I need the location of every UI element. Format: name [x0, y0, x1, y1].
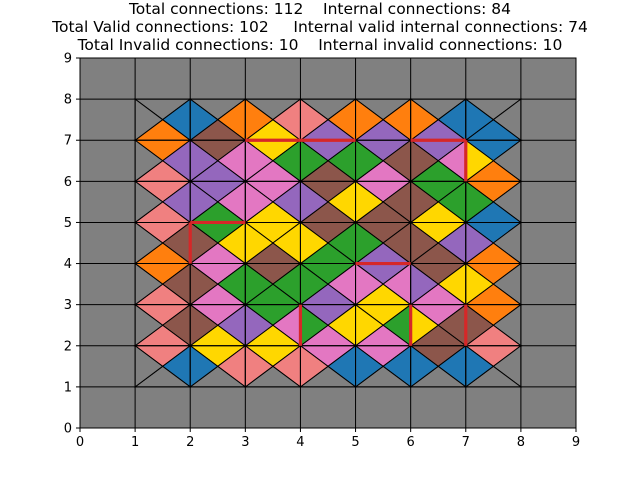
y-tick-label: 1	[64, 380, 72, 395]
y-tick-label: 3	[64, 298, 72, 313]
y-tick-label: 6	[64, 175, 72, 190]
x-tick-label: 2	[186, 435, 194, 450]
y-tick-label: 4	[64, 257, 72, 272]
x-tick-label: 3	[241, 435, 249, 450]
y-tick-label: 9	[64, 52, 72, 67]
title-line-invalid-connections: Total Invalid connections: 10 Internal i…	[77, 36, 563, 54]
tiles-layer	[80, 58, 576, 428]
x-tick-label: 7	[462, 435, 470, 450]
axes: 0 1 2 3 4 5 6 7 8 9 0 1 2 3 4 5 6 7 8 9	[64, 52, 580, 451]
y-tick-label: 8	[64, 93, 72, 108]
x-tick-label: 5	[351, 435, 359, 450]
invalid-edges-layer	[188, 138, 468, 346]
x-tick-label: 0	[76, 435, 84, 450]
x-tick-label: 4	[296, 435, 304, 450]
y-tick-label: 2	[64, 339, 72, 354]
y-tick-label: 0	[64, 422, 72, 437]
x-tick-label: 6	[407, 435, 415, 450]
title-line-total-connections: Total connections: 112 Internal connecti…	[128, 0, 512, 18]
x-tick-label: 9	[572, 435, 580, 450]
chart-title: Total connections: 112 Internal connecti…	[0, 0, 640, 54]
cell-grid	[80, 58, 576, 428]
x-tick-label: 1	[131, 435, 139, 450]
x-tick-label: 8	[517, 435, 525, 450]
axes-frame	[79, 57, 577, 429]
y-tick-label: 5	[64, 216, 72, 231]
title-line-valid-connections: Total Valid connections: 102 Internal va…	[52, 18, 588, 36]
y-tick-label: 7	[64, 134, 72, 149]
